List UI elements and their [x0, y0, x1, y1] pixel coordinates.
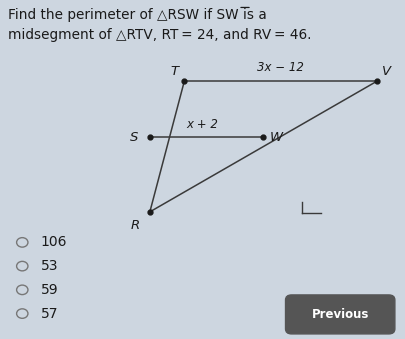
- Text: 59: 59: [40, 283, 58, 297]
- Text: 53: 53: [40, 259, 58, 273]
- Text: x + 2: x + 2: [187, 118, 218, 131]
- Text: midsegment of △RTV, RT = 24, and RV = 46.: midsegment of △RTV, RT = 24, and RV = 46…: [8, 28, 311, 42]
- Text: 57: 57: [40, 306, 58, 321]
- Text: Find the perimeter of △RSW if SW is a: Find the perimeter of △RSW if SW is a: [8, 8, 267, 22]
- Text: 106: 106: [40, 235, 67, 250]
- FancyBboxPatch shape: [286, 295, 395, 334]
- Text: 3x − 12: 3x − 12: [257, 61, 304, 74]
- Text: T: T: [170, 65, 178, 78]
- Text: S: S: [130, 131, 139, 144]
- Text: W: W: [270, 131, 283, 144]
- Text: V: V: [382, 65, 391, 78]
- Text: Previous: Previous: [311, 308, 369, 321]
- Text: R: R: [131, 219, 140, 232]
